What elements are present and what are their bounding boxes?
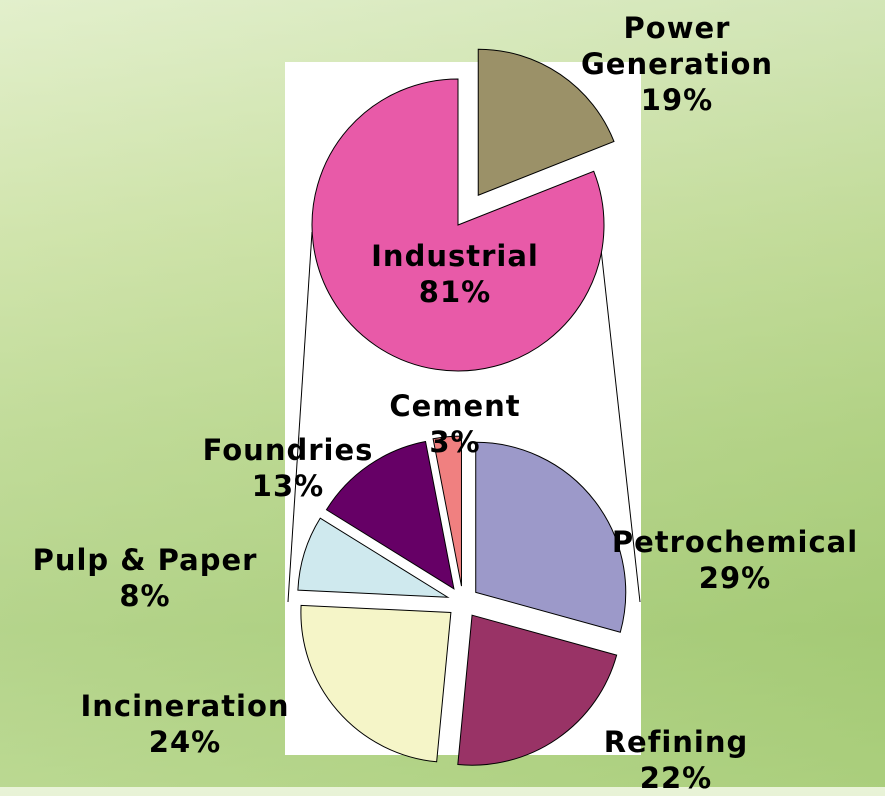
value-label: 13%	[168, 468, 408, 504]
value-label: 24%	[45, 724, 325, 760]
category-label: Power Generation	[557, 10, 797, 82]
category-label: Industrial	[325, 238, 585, 274]
category-label: Incineration	[45, 688, 325, 724]
value-label: 3%	[355, 424, 555, 460]
value-label: 29%	[575, 560, 885, 596]
value-label: 8%	[5, 578, 285, 614]
category-label: Pulp & Paper	[5, 542, 285, 578]
category-label: Petrochemical	[575, 524, 885, 560]
value-label: 81%	[325, 274, 585, 310]
category-label: Refining	[546, 724, 806, 760]
page: Power Generation19% Industrial81% Petroche…	[0, 0, 885, 787]
value-label: 22%	[546, 760, 806, 796]
value-label: 19%	[557, 82, 797, 118]
category-label: Cement	[355, 388, 555, 424]
